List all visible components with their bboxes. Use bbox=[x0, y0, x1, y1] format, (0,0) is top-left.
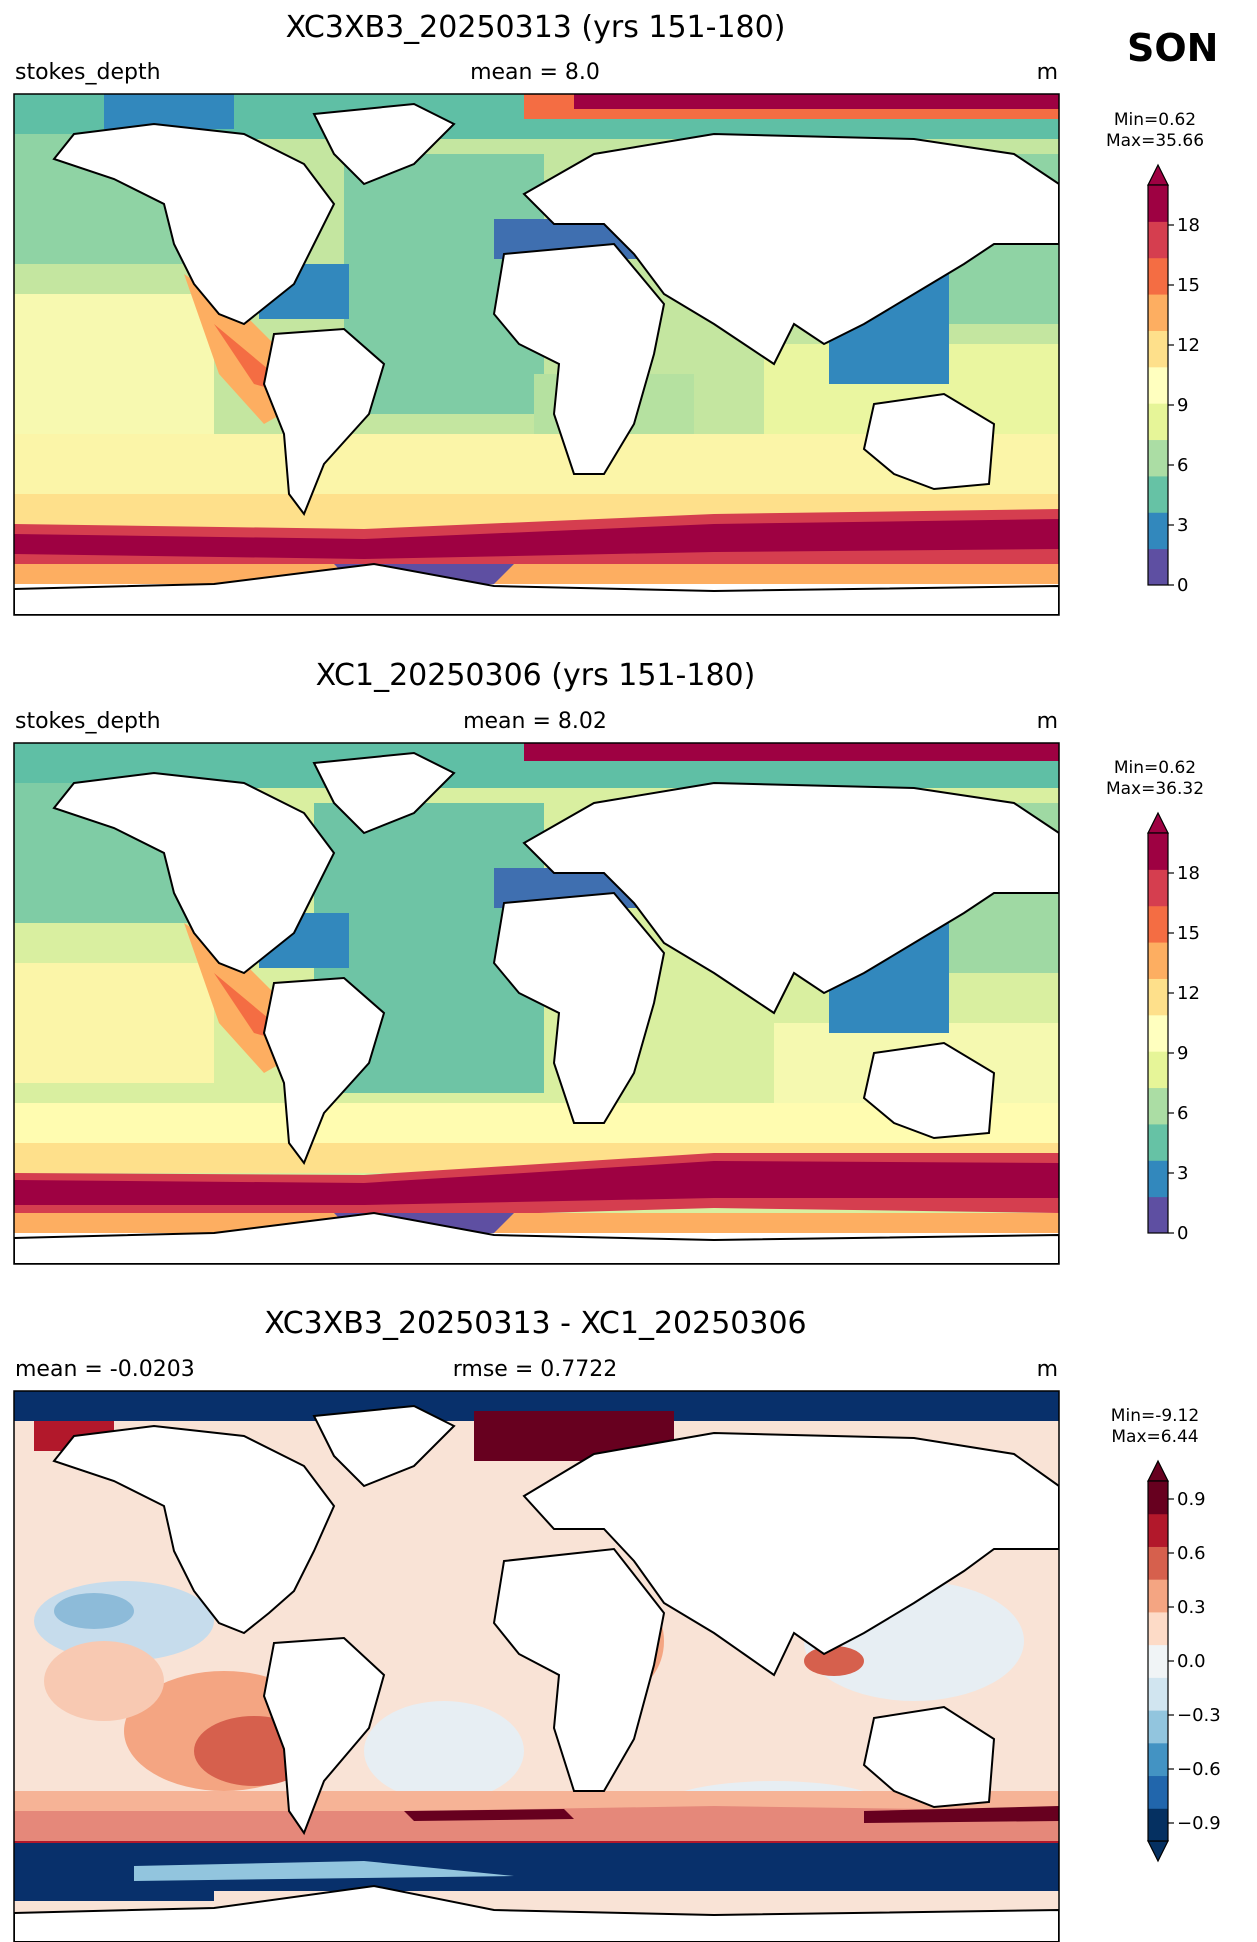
panel-2-units-label: m bbox=[1036, 709, 1058, 734]
panel-3-colorbar: 0.9 0.6 0.3 0.0 −0.3 −0.6 −0.9 bbox=[1147, 1459, 1221, 1863]
panel-3-max-label: Max=6.44 bbox=[1111, 1427, 1199, 1447]
colorbar-segment bbox=[1148, 1123, 1168, 1161]
colorbar-segment bbox=[1148, 1611, 1168, 1646]
panel-3-min-label: Min=-9.12 bbox=[1110, 1406, 1200, 1426]
colorbar-tick-label: −0.9 bbox=[1177, 1813, 1221, 1834]
colorbar-segment bbox=[1148, 1677, 1168, 1711]
colorbar-extend-min bbox=[1147, 1840, 1169, 1863]
panel-3-colorbar-ticks: 0.9 0.6 0.3 0.0 −0.3 −0.6 −0.9 bbox=[1168, 1489, 1221, 1834]
colorbar-segment bbox=[1148, 1710, 1168, 1744]
colorbar-segment bbox=[1148, 1546, 1168, 1580]
panel-2-colorbar: 0 3 6 9 12 15 18 bbox=[1147, 811, 1200, 1244]
panel-1-max-label: Max=35.66 bbox=[1105, 131, 1205, 151]
colorbar-tick-label: 12 bbox=[1177, 335, 1200, 356]
colorbar-tick-label: 0.6 bbox=[1177, 1543, 1206, 1564]
colorbar-tick-label: 0 bbox=[1177, 1223, 1188, 1244]
colorbar-tick-label: 9 bbox=[1177, 1043, 1188, 1064]
colorbar-segment bbox=[1148, 833, 1168, 870]
colorbar-tick-label: 0.9 bbox=[1177, 1489, 1206, 1510]
colorbar-tick-label: −0.3 bbox=[1177, 1705, 1221, 1726]
panel-1-min-label: Min=0.62 bbox=[1113, 110, 1197, 130]
colorbar-tick-label: 15 bbox=[1177, 923, 1200, 944]
panel-2-title: XC1_20250306 (yrs 151-180) bbox=[315, 658, 756, 693]
colorbar-tick-label: 0.0 bbox=[1177, 1651, 1206, 1672]
colorbar-segment bbox=[1148, 475, 1168, 513]
panel-3-units-label: m bbox=[1036, 1357, 1058, 1382]
panel-2-min-label: Min=0.62 bbox=[1113, 758, 1197, 778]
colorbar-segment bbox=[1148, 548, 1168, 586]
colorbar-segment bbox=[1148, 294, 1168, 331]
colorbar-segment bbox=[1148, 257, 1168, 295]
panel-3-title: XC3XB3_20250313 - XC1_20250306 bbox=[264, 1306, 807, 1341]
colorbar-segment bbox=[1148, 1775, 1168, 1809]
colorbar-segment bbox=[1148, 978, 1168, 1016]
colorbar-segment bbox=[1148, 1014, 1168, 1052]
colorbar-segment bbox=[1148, 1742, 1168, 1777]
panel-3-colorbar-segments bbox=[1147, 1459, 1169, 1863]
colorbar-tick-label: 12 bbox=[1177, 983, 1200, 1004]
colorbar-segment bbox=[1148, 1160, 1168, 1198]
colorbar-segment bbox=[1148, 1513, 1168, 1547]
colorbar-tick-label: 18 bbox=[1177, 863, 1200, 884]
colorbar-segment bbox=[1148, 869, 1168, 907]
panel-1-colorbar-segments bbox=[1147, 163, 1169, 586]
panel-2-max-label: Max=36.32 bbox=[1105, 779, 1205, 799]
colorbar-tick-label: 0.3 bbox=[1177, 1597, 1206, 1618]
panel-3-map bbox=[13, 1390, 1060, 1942]
colorbar-segment bbox=[1148, 512, 1168, 550]
colorbar-tick-label: 6 bbox=[1177, 1103, 1188, 1124]
panel-1-units-label: m bbox=[1036, 60, 1058, 85]
panel-3-rmse-label: rmse = 0.7722 bbox=[452, 1357, 618, 1382]
panel-1-colorbar: 0 3 6 9 12 15 18 bbox=[1147, 163, 1200, 596]
colorbar-tick-label: 3 bbox=[1177, 515, 1188, 536]
panel-2-map bbox=[13, 742, 1060, 1265]
colorbar-tick-label: 3 bbox=[1177, 1163, 1188, 1184]
colorbar-segment bbox=[1148, 403, 1168, 441]
colorbar-tick-label: 18 bbox=[1177, 215, 1200, 236]
colorbar-tick-label: −0.6 bbox=[1177, 1759, 1221, 1780]
colorbar-segment bbox=[1148, 221, 1168, 259]
colorbar-segment bbox=[1148, 1481, 1168, 1515]
season-label: SON bbox=[1127, 26, 1219, 70]
colorbar-segment bbox=[1148, 439, 1168, 477]
colorbar-segment bbox=[1148, 1644, 1168, 1678]
panel-1-colorbar-ticks: 0 3 6 9 12 15 18 bbox=[1168, 215, 1200, 596]
colorbar-frame bbox=[1147, 832, 1169, 1234]
panel-2-variable-label: stokes_depth bbox=[15, 709, 161, 734]
colorbar-extend-max bbox=[1147, 1459, 1169, 1482]
panel-1-map bbox=[13, 93, 1060, 616]
panel-2-colorbar-segments bbox=[1147, 811, 1169, 1234]
colorbar-tick-label: 6 bbox=[1177, 455, 1188, 476]
colorbar-segment bbox=[1148, 1087, 1168, 1125]
colorbar-segment bbox=[1148, 1196, 1168, 1234]
colorbar-segment bbox=[1148, 1579, 1168, 1613]
panel-1-variable-label: stokes_depth bbox=[15, 60, 161, 85]
panel-1-mean-label: mean = 8.0 bbox=[470, 60, 600, 85]
colorbar-extend-max bbox=[1147, 163, 1169, 186]
colorbar-segment bbox=[1148, 905, 1168, 943]
colorbar-tick-label: 9 bbox=[1177, 395, 1188, 416]
panel-2-colorbar-ticks: 0 3 6 9 12 15 18 bbox=[1168, 863, 1200, 1244]
colorbar-frame bbox=[1147, 184, 1169, 586]
panel-3-mean-label: mean = -0.0203 bbox=[15, 1357, 195, 1382]
colorbar-extend-max bbox=[1147, 811, 1169, 834]
panel-2-mean-label: mean = 8.02 bbox=[463, 709, 607, 734]
colorbar-segment bbox=[1148, 185, 1168, 222]
colorbar-segment bbox=[1148, 366, 1168, 404]
colorbar-tick-label: 0 bbox=[1177, 575, 1188, 596]
colorbar-tick-label: 15 bbox=[1177, 275, 1200, 296]
panel-1-title: XC3XB3_20250313 (yrs 151-180) bbox=[285, 10, 786, 45]
colorbar-segment bbox=[1148, 330, 1168, 368]
colorbar-segment bbox=[1148, 942, 1168, 979]
colorbar-segment bbox=[1148, 1808, 1168, 1842]
colorbar-segment bbox=[1148, 1051, 1168, 1089]
